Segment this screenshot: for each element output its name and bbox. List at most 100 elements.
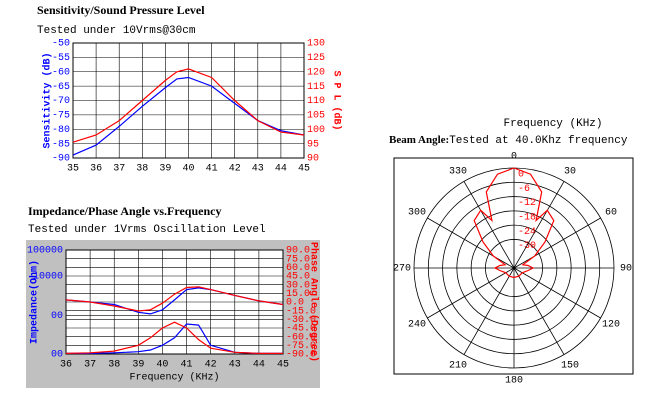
y-axis-label: Sensitivity (dB)	[42, 52, 54, 148]
y-tick-label: -55	[52, 53, 70, 64]
x-tick-label: 43	[252, 164, 264, 175]
theta-tick-label: 120	[602, 320, 620, 331]
theta-tick-label: 270	[393, 264, 411, 275]
y-tick-label: -50	[52, 39, 70, 50]
y2-tick-label: 90.0	[286, 246, 310, 257]
r-tick-label: -24	[518, 227, 536, 238]
y-tick-label: -85	[52, 139, 70, 150]
y2-axis-label: S P L (dB)	[330, 70, 342, 130]
chart-subtitle: Tested under 10Vrms@30cm	[37, 25, 196, 37]
y2-tick-label: 115	[307, 82, 325, 93]
y2-tick-label: 90	[307, 154, 319, 165]
x-tick-label: 45	[277, 360, 289, 371]
chart-title: Frequency (KHz)	[503, 118, 602, 130]
y2-tick-label: 75.0	[286, 254, 310, 265]
y2-tick-label: 110	[307, 96, 325, 107]
theta-tick-label: 180	[505, 376, 523, 387]
theta-tick-label: 210	[449, 361, 467, 372]
y2-tick-label: 125	[307, 53, 325, 64]
subtitle-label: Beam Angle:	[389, 134, 449, 146]
y-tick-label: 10000	[33, 272, 63, 283]
x-tick-label: 45	[298, 164, 310, 175]
y2-tick-label: -90.0	[286, 350, 316, 361]
x-tick-label: 37	[84, 360, 96, 371]
x-tick-label: 39	[132, 360, 144, 371]
y2-tick-label: 95	[307, 139, 319, 150]
y-tick-label: -90	[52, 154, 70, 165]
series-line	[65, 321, 283, 354]
grid-spoke	[513, 267, 565, 355]
r-tick-label: 0	[518, 170, 524, 181]
beam-pattern	[473, 167, 555, 279]
r-tick-label: -18	[518, 212, 536, 223]
x-tick-label: 41	[181, 360, 193, 371]
r-tick-label: -6	[518, 184, 530, 195]
y-tick-label: 00	[51, 350, 63, 361]
y2-axis-label: Phase Angle (Degree)	[307, 242, 319, 362]
x-tick-label: 39	[159, 164, 171, 175]
x-tick-label: 36	[90, 164, 102, 175]
chart-subtitle: Tested under 1Vrms Oscillation Level	[28, 224, 266, 236]
grid-spoke	[513, 217, 601, 269]
x-tick-label: 36	[60, 360, 72, 371]
x-tick-label: 43	[229, 360, 241, 371]
y-tick-label: 00	[51, 311, 63, 322]
grid-spoke	[513, 181, 565, 269]
y2-tick-label: 100	[307, 125, 325, 136]
x-tick-label: 44	[253, 360, 265, 371]
y-tick-label: -75	[52, 111, 70, 122]
grid-spoke	[463, 267, 515, 355]
theta-tick-label: 90	[620, 264, 632, 275]
x-tick-label: 38	[136, 164, 148, 175]
y2-tick-label: 120	[307, 67, 325, 78]
series-line	[72, 68, 305, 143]
grid-spoke	[427, 217, 515, 269]
x-tick-label: 42	[229, 164, 241, 175]
x-tick-label: 42	[205, 360, 217, 371]
x-tick-label: 41	[206, 164, 218, 175]
chart-subtitle: Beam Angle:Tested at 40.0Khz frequency	[389, 134, 628, 147]
r-tick-label: -12	[518, 198, 536, 209]
x-tick-label: 35	[67, 164, 79, 175]
x-tick-label: 40	[182, 164, 194, 175]
grid-spoke	[427, 267, 515, 319]
y-tick-label: -80	[52, 125, 70, 136]
y-tick-label: -60	[52, 67, 70, 78]
x-tick-label: 37	[113, 164, 125, 175]
theta-tick-label: 60	[605, 208, 617, 219]
theta-tick-label: 240	[408, 320, 426, 331]
y2-tick-label: 15.0	[286, 289, 310, 300]
chart-title: Impedance/Phase Angle vs.Frequency	[28, 204, 221, 218]
y2-tick-label: -45.0	[286, 324, 316, 335]
y2-tick-label: -15.0	[286, 306, 316, 317]
y2-tick-label: 60.0	[286, 263, 310, 274]
grid-spoke	[463, 181, 515, 269]
y2-tick-label: -75.0	[286, 341, 316, 352]
y2-tick-label: -30.0	[286, 315, 316, 326]
subtitle-text: Tested at 40.0Khz frequency	[449, 135, 628, 147]
x-tick-label: 44	[275, 164, 287, 175]
x-axis-label: Frequency (KHz)	[129, 372, 219, 384]
y-tick-label: 100000	[27, 246, 63, 257]
x-tick-label: 40	[156, 360, 168, 371]
grid-spoke	[513, 267, 601, 319]
chart-title: Sensitivity/Sound Pressure Level	[37, 3, 205, 17]
theta-tick-label: 0	[511, 152, 517, 163]
y2-tick-label: 30.0	[286, 280, 310, 291]
x-tick-label: 38	[108, 360, 120, 371]
theta-tick-label: 330	[449, 167, 467, 178]
series-line	[65, 286, 284, 312]
y2-tick-label: 105	[307, 111, 325, 122]
theta-tick-label: 30	[564, 167, 576, 178]
y-tick-label: -70	[52, 96, 70, 107]
theta-tick-label: 150	[561, 361, 579, 372]
y2-tick-label: -60.0	[286, 332, 316, 343]
plot-frame	[393, 157, 634, 375]
theta-tick-label: 300	[408, 208, 426, 219]
r-tick-label: -30	[518, 241, 536, 252]
y2-tick-label: 130	[307, 39, 325, 50]
y-axis-label: Impedance(Ohm)	[29, 260, 41, 344]
y2-tick-label: 45.0	[286, 272, 310, 283]
y-tick-label: -65	[52, 82, 70, 93]
